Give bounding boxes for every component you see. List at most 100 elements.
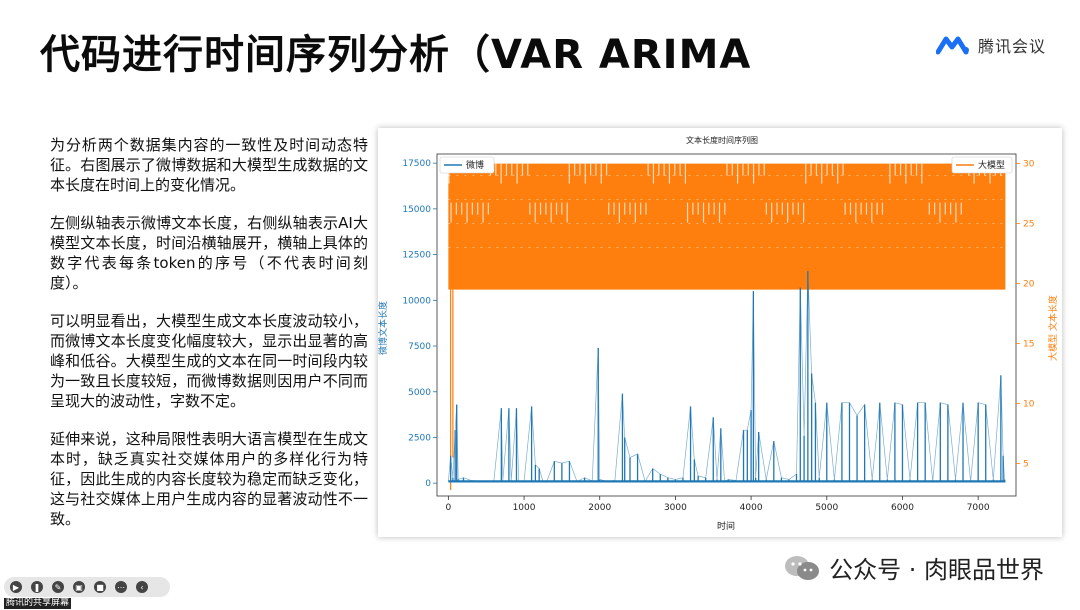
x-axis-label: 时间	[717, 520, 735, 532]
x-tick-label: 4000	[740, 503, 763, 513]
llm-gap	[555, 202, 558, 215]
camera-icon[interactable]: ■	[94, 581, 106, 593]
llm-gap	[702, 202, 705, 223]
llm-gap	[855, 202, 857, 223]
llm-gap	[826, 163, 828, 176]
legend-weibo-label: 微博	[466, 159, 484, 171]
left-y-axis: 0 2500 5000 7500 10000 12500 15000 17500	[402, 159, 437, 489]
llm-gap	[776, 202, 778, 215]
llm-gap	[511, 163, 513, 176]
llm-gap	[747, 163, 749, 176]
llm-gap	[448, 163, 450, 184]
llm-gap	[658, 163, 660, 176]
llm-gap	[679, 163, 681, 176]
llm-gap	[810, 163, 812, 176]
llm-gap	[600, 163, 602, 184]
pause-icon[interactable]: ❚	[31, 581, 43, 593]
left-y-axis-label: 微博文本长度	[378, 301, 389, 355]
left-tick-label: 10000	[402, 296, 431, 306]
llm-gap	[450, 202, 452, 223]
crop-icon[interactable]: ▣	[73, 581, 85, 593]
llm-band	[448, 163, 1006, 290]
screen-share-label: 腾讯的共享屏幕	[4, 598, 72, 609]
right-tick-label: 20	[1023, 280, 1035, 290]
right-tick-label: 25	[1023, 220, 1034, 230]
llm-gap	[545, 202, 547, 215]
left-tick-label: 0	[425, 479, 431, 489]
llm-gap	[595, 163, 597, 176]
llm-gap	[692, 202, 694, 215]
play-icon[interactable]: ▶	[10, 581, 22, 593]
weibo-series	[448, 270, 1006, 483]
llm-gap	[787, 202, 789, 223]
llm-gap	[881, 202, 884, 215]
llm-gap	[579, 163, 581, 176]
llm-gap	[871, 202, 873, 223]
pen-icon[interactable]: ✎	[52, 581, 64, 593]
plot-frame	[436, 153, 1017, 497]
llm-gap	[608, 202, 610, 215]
llm-gap	[640, 202, 642, 215]
meeting-toolbar: ▶ ❚ ✎ ▣ ■ ⋯ ‹	[4, 577, 170, 597]
llm-gap	[973, 163, 975, 184]
x-tick-label: 2000	[588, 503, 611, 513]
llm-gap	[629, 202, 631, 215]
wechat-watermark: 公众号 · 肉眼品世界	[783, 550, 1044, 585]
llm-gap	[955, 202, 957, 223]
llm-gap	[624, 202, 626, 215]
paragraph-1: 为分析两个数据集内容的一致性及时间动态特征。右图展示了微博数据和大模型生成数据的…	[50, 136, 368, 194]
llm-gap	[550, 202, 552, 223]
llm-gap	[803, 202, 805, 223]
x-tick-label: 0	[445, 503, 451, 513]
left-tick-label: 7500	[408, 342, 431, 352]
left-tick-label: 15000	[402, 205, 431, 215]
llm-gap	[894, 163, 896, 176]
llm-gap	[905, 163, 907, 184]
llm-gap	[539, 202, 542, 215]
collapse-icon[interactable]: ‹	[136, 581, 148, 593]
left-tick-label: 12500	[402, 251, 431, 261]
llm-gap	[724, 202, 726, 215]
legend-llm: 大模型	[951, 156, 1013, 174]
llm-gap	[865, 202, 868, 215]
llm-gap	[697, 202, 699, 215]
llm-gap	[805, 163, 807, 184]
description-text: 为分析两个数据集内容的一致性及时间动态特征。右图展示了微博数据和大模型生成数据的…	[50, 135, 368, 547]
llm-gap	[915, 163, 918, 176]
llm-gap	[731, 163, 733, 176]
brand-logo: 腾讯会议	[935, 34, 1046, 56]
llm-gap	[837, 163, 839, 184]
llm-gap	[534, 202, 536, 223]
llm-gap	[844, 202, 846, 215]
llm-gap	[860, 202, 862, 215]
llm-gap	[876, 202, 878, 215]
llm-gap	[521, 163, 524, 176]
brand-name: 腾讯会议	[977, 37, 1046, 56]
paragraph-2: 左侧纵轴表示微博文本长度，右侧纵轴表示AI大模型文本长度，时间沿横轴展开，横轴上…	[50, 214, 368, 292]
llm-gap	[471, 202, 473, 215]
llm-gap	[758, 163, 760, 176]
llm-gap	[527, 163, 529, 176]
chart-svg: 文本长度时间序列图 0 1000 2000 3000 4000 5000 6000 7000 …	[378, 135, 1059, 532]
left-tick-label: 2500	[408, 433, 431, 443]
llm-gap	[568, 163, 570, 184]
llm-gap	[726, 163, 728, 176]
llm-gap	[989, 163, 991, 184]
more-icon[interactable]: ⋯	[115, 581, 127, 593]
llm-gap	[742, 163, 744, 176]
llm-gap	[797, 202, 799, 215]
llm-series	[448, 163, 1006, 490]
llm-gap	[792, 202, 794, 215]
x-tick-label: 6000	[891, 503, 914, 513]
x-tick-label: 1000	[513, 503, 536, 513]
legend-weibo: 微博	[439, 156, 495, 174]
chart-title: 文本长度时间序列图	[686, 135, 758, 145]
llm-gap	[821, 163, 823, 184]
llm-gap	[842, 163, 844, 176]
llm-gap	[487, 202, 489, 215]
legend-llm-label: 大模型	[978, 159, 1005, 171]
llm-gap	[574, 163, 576, 176]
x-axis: 0 1000 2000 3000 4000 5000 6000 7000	[445, 496, 990, 513]
llm-gap	[921, 163, 923, 184]
paragraph-4: 延伸来说，这种局限性表明大语言模型在生成文本时，缺乏真实社交媒体用户的多样化行为…	[50, 430, 368, 528]
